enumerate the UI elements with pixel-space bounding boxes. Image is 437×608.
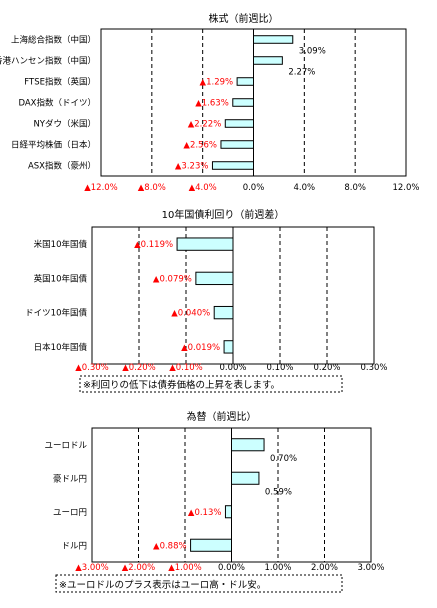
category-label: ユーロドル [44, 441, 87, 451]
tick-label: 12.0% [392, 183, 419, 193]
data-label: 3.09% [299, 46, 326, 56]
bar [223, 340, 234, 354]
bar [232, 98, 254, 107]
tick-label: 1.00% [264, 563, 291, 573]
tick-label: ▲12.0% [84, 183, 118, 193]
category-label: 米国10年国債 [34, 239, 88, 250]
category-label: 豪ドル円 [53, 473, 87, 484]
category-label: DAX指数（ドイツ） [18, 98, 96, 109]
tick-label: ▲8.0% [138, 183, 166, 193]
tick-label: ▲0.30% [75, 363, 109, 373]
data-label: ▲2.22% [188, 120, 222, 130]
category-label: ASX指数（豪州） [28, 161, 96, 172]
category-label: 香港ハンセン指数（中国） [0, 56, 96, 67]
category-label: 日経平均株価（日本） [11, 140, 96, 151]
bar [224, 119, 255, 128]
data-label: ▲0.13% [188, 508, 222, 518]
tick-label: 3.00% [357, 563, 384, 573]
tick-label: 8.0% [344, 183, 366, 193]
note-text: ※ユーロドルのプラス表示はユーロ高・ドル安。 [59, 579, 266, 591]
note-text: ※利回りの低下は債券価格の上昇を表します。 [83, 379, 280, 391]
data-label: ▲0.079% [153, 274, 192, 284]
chart-1: 株式（前週比） ▲12.0% ▲8.0% ▲4.0% 0.0% 4.0% 8.0% 12.0%… [0, 12, 420, 193]
category-label: NYダウ（米国） [33, 119, 96, 130]
tick-label: 4.0% [294, 183, 316, 193]
bar [253, 35, 294, 44]
data-label: 2.27% [288, 67, 315, 77]
data-label: ▲0.119% [134, 240, 173, 250]
data-label: 0.70% [270, 454, 297, 464]
category-label: ドイツ10年国債 [25, 308, 87, 319]
category-label: ユーロ円 [53, 508, 87, 518]
data-label: 0.59% [265, 487, 292, 497]
chart-3: 為替（前週比） ▲3.00% ▲2.00% ▲1.00% 0.00% 1.00% 2.00%… [44, 410, 385, 593]
chart-2: 10年国債利回り（前週差） ▲0.30% ▲0.20% ▲0.10% 0.00% 0.10… [25, 208, 388, 393]
bar [220, 140, 254, 149]
bar [224, 505, 233, 519]
category-label: 英国10年国債 [34, 273, 88, 284]
chart-title: 為替（前週比） [187, 410, 257, 423]
tick-label: 0.10% [266, 363, 293, 373]
bar [211, 161, 255, 170]
bar [195, 271, 234, 286]
data-label: ▲3.23% [175, 162, 209, 172]
category-label: ドル円 [61, 541, 87, 551]
tick-label: 0.30% [360, 363, 387, 373]
bar [176, 237, 234, 251]
tick-label: 0.20% [313, 363, 340, 373]
bar [231, 438, 265, 452]
tick-label: ▲1.00% [168, 563, 202, 573]
tick-label: 0.0% [243, 183, 265, 193]
chart-title: 10年国債利回り（前週差） [162, 208, 285, 221]
chart-title: 株式（前週比） [209, 12, 279, 25]
data-label: ▲0.88% [153, 541, 187, 551]
category-label: 日本10年国債 [34, 342, 88, 353]
category-label: 上海総合指数（中国） [11, 35, 96, 46]
category-label: FTSE指数（英国） [24, 77, 96, 88]
data-label: ▲1.63% [195, 99, 229, 109]
bar [236, 77, 254, 86]
data-label: ▲2.56% [183, 141, 217, 151]
tick-label: 0.00% [218, 563, 245, 573]
bar [253, 56, 283, 65]
data-label: ▲0.019% [181, 343, 220, 353]
tick-label: ▲0.20% [122, 363, 156, 373]
tick-label: ▲0.10% [169, 363, 203, 373]
data-label: ▲1.29% [200, 78, 234, 88]
tick-label: ▲4.0% [189, 183, 217, 193]
note-box [55, 574, 343, 593]
bar [231, 471, 260, 485]
tick-label: ▲2.00% [122, 563, 156, 573]
bar [213, 305, 234, 320]
tick-label: 2.00% [311, 563, 338, 573]
tick-label: 0.00% [219, 363, 246, 373]
data-label: ▲0.040% [171, 309, 210, 319]
tick-label: ▲3.00% [75, 563, 109, 573]
note-box [79, 375, 343, 393]
bar [190, 538, 232, 552]
